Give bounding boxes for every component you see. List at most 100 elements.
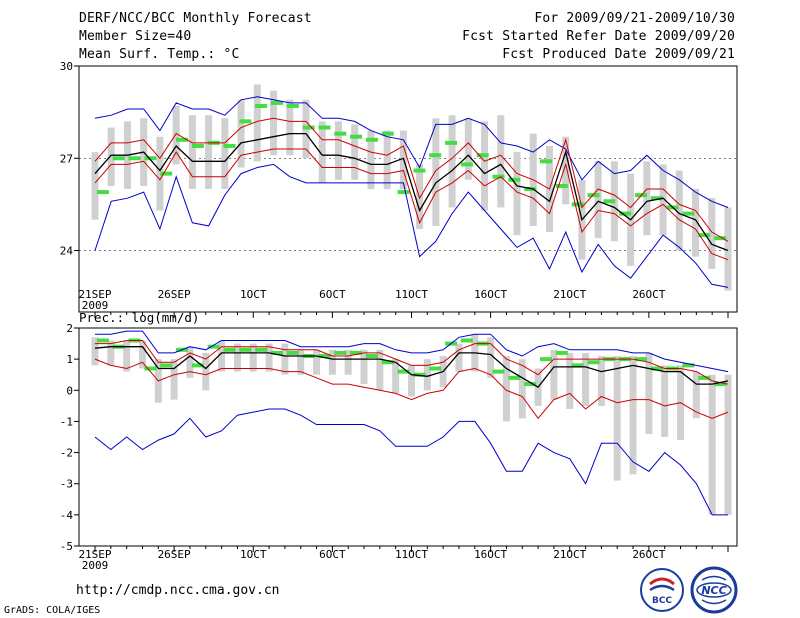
temp-ref-marker: [144, 156, 157, 161]
chart-title: DERF/NCC/BCC Monthly Forecast: [79, 11, 312, 26]
bcc-logo-text: BCC: [652, 596, 672, 606]
temp-ref-marker: [508, 177, 521, 182]
temp-ref-marker: [350, 134, 363, 139]
prec-ref-marker: [540, 357, 553, 362]
ncc-logo: NCC: [690, 566, 738, 614]
prec-ensemble-bar: [518, 359, 526, 419]
prec-ref-marker: [255, 347, 268, 352]
prec-ensemble-bar: [170, 359, 178, 400]
temp-panel: 24 27 30 21SEP 26SEP 1OCT 6OCT 11OCT 16OCT 21OCT 2…: [60, 60, 738, 318]
prec-panel: -5 -4 -3 -2 -1 0 1 2 21SEP 26SEP 1OCT 6OCT 11OCT 16OC…: [60, 322, 738, 572]
temp-ref-marker: [223, 143, 236, 148]
forecast-period: For 2009/09/21-2009/10/30: [534, 11, 735, 26]
temp-ref-marker: [714, 236, 727, 241]
temp-ref-marker: [318, 125, 331, 130]
temp-ref-marker: [365, 137, 378, 142]
prec-ensemble-bar: [360, 349, 368, 385]
prec-ensemble-bar: [328, 349, 336, 375]
temp-ref-marker: [96, 190, 109, 195]
fcst-start-date: Fcst Started Refer Date 2009/09/20: [462, 29, 735, 44]
prec-year-label: 2009: [82, 559, 109, 572]
prec-ref-marker: [160, 363, 173, 368]
temp-ref-marker: [476, 153, 489, 158]
prec-ensemble-bar: [661, 365, 669, 437]
prec-ref-marker: [413, 372, 426, 377]
prec-ref-marker: [524, 382, 537, 387]
prec-ref-marker: [144, 366, 157, 371]
temp-ensemble-bar: [172, 105, 180, 165]
temp-ref-marker: [555, 183, 568, 188]
temp-ref-marker: [603, 199, 616, 204]
source-url[interactable]: http://cmdp.ncc.cma.gov.cn: [76, 583, 280, 598]
temp-ensemble-bar: [513, 152, 521, 236]
temp-ref-marker: [429, 153, 442, 158]
prec-ref-marker: [492, 369, 505, 374]
temp-ytick-label: 27: [60, 152, 73, 165]
temp-ensemble-bar: [643, 161, 651, 236]
temp-xtick-label: 6OCT: [319, 288, 346, 301]
temp-ensemble-bar: [367, 130, 375, 189]
prec-ensemble-bar: [455, 343, 463, 372]
temp-ref-marker: [698, 233, 711, 238]
temp-ytick-label: 30: [60, 60, 73, 73]
prec-ensemble-bar: [566, 352, 574, 409]
prec-ensemble-bar: [218, 340, 226, 372]
temp-ensemble-bar: [188, 115, 196, 189]
temp-xtick-label: 21OCT: [553, 288, 586, 301]
temp-ensemble-bar: [497, 115, 505, 208]
prec-ensemble-bar: [249, 343, 257, 372]
temperature-title: Mean Surf. Temp.: °C: [79, 47, 240, 62]
temp-xtick-label: 16OCT: [474, 288, 507, 301]
prec-ensemble-bar: [344, 349, 352, 375]
prec-ref-marker: [587, 360, 600, 365]
temp-xtick-label: 21SEP: [78, 288, 111, 301]
temp-ensemble-bar: [659, 164, 667, 236]
temp-ref-marker: [160, 171, 173, 176]
prec-ref-marker: [207, 344, 220, 349]
temp-ensemble-bar: [464, 118, 472, 180]
prec-ensemble-bar: [123, 340, 131, 372]
prec-ref-marker: [571, 363, 584, 368]
prec-ensemble-bar: [91, 337, 99, 366]
temp-ensemble-bar: [205, 115, 213, 189]
prec-ref-marker: [634, 357, 647, 362]
temp-ensemble-bar: [318, 121, 326, 183]
prec-ref-marker: [397, 369, 410, 374]
temp-ref-marker: [413, 168, 426, 173]
temp-ref-marker: [128, 156, 141, 161]
prec-ensemble-bar: [645, 352, 653, 434]
temp-min-line: [94, 163, 729, 288]
prec-ensemble-bar: [376, 349, 384, 391]
temp-ref-marker: [460, 162, 473, 167]
prec-ref-marker: [365, 354, 378, 359]
prec-ref-marker: [191, 363, 204, 368]
temp-xtick-label: 1OCT: [240, 288, 267, 301]
prec-xtick-label: 11OCT: [395, 548, 428, 561]
temp-ref-marker: [191, 143, 204, 148]
temp-ensemble-bar: [675, 170, 683, 251]
prec-ensemble-bar: [138, 340, 146, 369]
prec-ref-marker: [714, 382, 727, 387]
prec-ref-marker: [682, 363, 695, 368]
fcst-produced-date: Fcst Produced Date 2009/09/21: [502, 47, 735, 62]
prec-xtick-label: 21OCT: [553, 548, 586, 561]
prec-ensemble-bar: [265, 343, 273, 372]
precip-title: Prec.: log(mm/d): [79, 310, 200, 325]
temp-xtick-label: 26OCT: [632, 288, 665, 301]
prec-ensemble-bar: [582, 352, 590, 406]
temp-ref-marker: [381, 131, 394, 136]
prec-ensemble-bar: [724, 374, 732, 515]
prec-ref-marker: [429, 366, 442, 371]
prec-ensemble-bar: [107, 340, 115, 366]
temp-ref-marker: [255, 103, 268, 108]
temp-ensemble-bar: [562, 136, 570, 205]
temp-lower-line: [94, 148, 729, 261]
prec-ref-marker: [96, 338, 109, 343]
prec-ytick-label: 0: [66, 384, 73, 397]
prec-ensemble-bar: [233, 343, 241, 372]
temp-ensemble-bar: [481, 121, 489, 211]
prec-ensemble-bar: [692, 371, 700, 419]
prec-ensemble-bar: [297, 349, 305, 375]
prec-ytick-label: -2: [60, 447, 73, 460]
temp-ref-marker: [492, 174, 505, 179]
